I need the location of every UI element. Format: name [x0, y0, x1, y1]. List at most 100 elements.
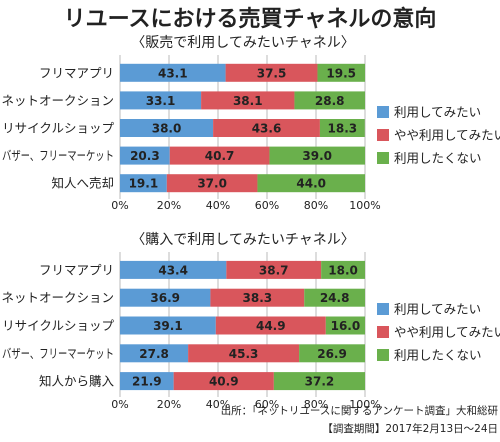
x-tick-label: 20%	[157, 199, 181, 212]
data-label: 19.1	[129, 177, 159, 191]
bar-segment	[120, 260, 227, 279]
bar-segment	[319, 119, 365, 137]
bar-segment	[188, 344, 300, 363]
bar-segment	[120, 91, 202, 110]
category-label: ネットオークション	[1, 290, 114, 305]
legend-label: やや利用してみたい	[394, 128, 500, 143]
data-label: 43.4	[158, 263, 188, 277]
data-label: 26.9	[317, 347, 347, 361]
survey-period-note: 【調査期間】2017年2月13日～24日	[322, 422, 498, 435]
bar-segment	[226, 260, 322, 279]
data-label: 37.5	[257, 66, 287, 80]
legend-swatch	[377, 152, 389, 164]
legend-swatch	[377, 349, 389, 361]
bar-segment	[169, 146, 270, 165]
chart-panel-purchase: 〈購入で利用してみたいチャネル〉 0% 20% 40% 60% 80% 100% フリマアプリ…	[1, 232, 500, 411]
x-tick-label: 80%	[304, 398, 328, 411]
data-label: 44.9	[256, 319, 286, 333]
bar-segment	[120, 146, 170, 165]
bar-segment	[120, 288, 211, 307]
chart-subtitle: 〈販売で利用してみたいチャネル〉	[131, 35, 354, 51]
x-tick-label: 40%	[206, 199, 230, 212]
data-label: 33.1	[146, 94, 176, 108]
x-tick-label: 40%	[206, 398, 230, 411]
data-label: 38.0	[152, 122, 182, 136]
category-label: バザー、フリーマーケット	[2, 346, 114, 361]
data-label: 37.2	[305, 375, 335, 389]
bar-segment	[273, 372, 365, 391]
bar-segment	[321, 260, 365, 279]
data-label: 36.9	[150, 291, 180, 305]
data-label: 44.0	[296, 177, 326, 191]
main-title: リユースにおける売買チャネルの意向	[64, 6, 437, 32]
data-label: 38.7	[259, 263, 289, 277]
data-label: 28.8	[315, 94, 345, 108]
data-label: 40.9	[209, 375, 239, 389]
bar-segment	[299, 344, 365, 363]
bar-segment	[269, 146, 365, 165]
category-label: フリマアプリ	[39, 262, 114, 277]
category-label: リサイクルショップ	[2, 121, 114, 136]
category-label: 知人から購入	[39, 374, 115, 389]
bar-segment	[166, 174, 258, 193]
legend-label: 利用したくない	[394, 348, 482, 363]
x-tick-label: 0%	[111, 199, 128, 212]
x-tick-label: 60%	[255, 398, 279, 411]
legend-swatch	[377, 129, 389, 141]
data-label: 40.7	[205, 149, 235, 163]
bar-segment	[325, 316, 365, 335]
data-label: 27.8	[139, 347, 169, 361]
x-tick-label: 0%	[111, 398, 128, 411]
data-label: 20.3	[130, 149, 160, 163]
data-label: 43.1	[158, 66, 188, 80]
category-label: 知人へ売却	[51, 176, 114, 191]
category-label: ネットオークション	[1, 93, 114, 108]
data-label: 39.1	[153, 319, 183, 333]
bar-segment	[213, 119, 320, 137]
bar-segment	[317, 63, 365, 82]
legend-label: やや利用してみたい	[394, 325, 500, 340]
bar-segment	[173, 372, 274, 391]
chart-subtitle: 〈購入で利用してみたいチャネル〉	[131, 232, 354, 248]
bar-segment	[210, 288, 305, 307]
bar-segment	[304, 288, 365, 307]
data-label: 45.3	[229, 347, 259, 361]
data-label: 39.0	[302, 149, 332, 163]
x-tick-label: 60%	[255, 199, 279, 212]
source-note: 出所：「ネットリユースに関するアンケート調査」大和総研	[221, 404, 499, 417]
bar-segment	[120, 119, 214, 137]
bar-segment	[225, 63, 318, 82]
bar-segment	[120, 372, 174, 391]
data-label: 18.0	[328, 263, 358, 277]
x-tick-label: 100%	[349, 199, 380, 212]
x-tick-label: 100%	[349, 398, 380, 411]
data-label: 38.3	[243, 291, 273, 305]
data-label: 38.1	[233, 94, 263, 108]
legend-label: 利用してみたい	[394, 302, 481, 317]
bar-segment	[120, 63, 226, 82]
data-label: 21.9	[132, 375, 162, 389]
data-label: 24.8	[320, 291, 350, 305]
x-tick-label: 80%	[304, 199, 328, 212]
bar-segment	[201, 91, 295, 110]
category-label: バザー、フリーマーケット	[2, 148, 114, 163]
bar-segment	[120, 174, 167, 193]
data-label: 16.0	[331, 319, 361, 333]
data-label: 18.3	[328, 122, 358, 136]
chart-panel-sales: 〈販売で利用してみたいチャネル〉 0% 20% 40% 60% 80% 100% フリマアプリ…	[1, 35, 500, 212]
legend-label: 利用したくない	[394, 151, 482, 166]
bar-segment	[215, 316, 326, 335]
data-label: 43.6	[252, 122, 282, 136]
category-label: フリマアプリ	[39, 65, 114, 80]
bar-segment	[257, 174, 365, 193]
x-tick-label: 20%	[157, 398, 181, 411]
data-label: 19.5	[326, 66, 356, 80]
category-label: リサイクルショップ	[2, 318, 114, 333]
legend-label: 利用してみたい	[394, 105, 481, 120]
legend-swatch	[377, 106, 389, 118]
data-label: 37.0	[197, 177, 227, 191]
legend-swatch	[377, 303, 389, 315]
bar-segment	[120, 316, 216, 335]
bar-segment	[120, 344, 189, 363]
